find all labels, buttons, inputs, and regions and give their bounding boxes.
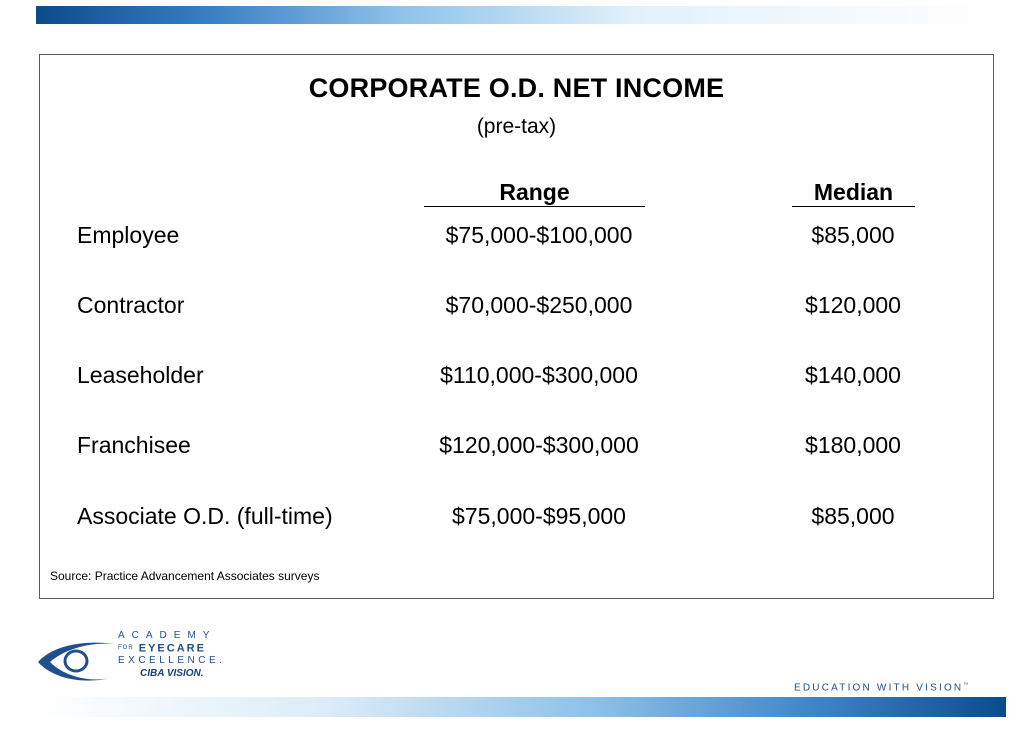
row-label: Leaseholder [77, 362, 204, 388]
row-label: Franchisee [77, 432, 191, 458]
source-note: Source: Practice Advancement Associates … [50, 569, 320, 583]
row-range: $70,000-$250,000 [445, 292, 633, 318]
logo-line-ciba: CIBA VISION. [140, 668, 204, 680]
income-table-panel: CORPORATE O.D. NET INCOME (pre-tax) Rang… [39, 54, 994, 599]
range-column-header: Range [424, 179, 645, 207]
eye-logo-icon [36, 638, 116, 687]
slide-subtitle: (pre-tax) [476, 115, 557, 138]
top-gradient-bar [36, 6, 1002, 24]
row-median: $120,000 [805, 292, 901, 318]
row-median: $85,000 [811, 222, 895, 248]
row-label: Contractor [77, 292, 185, 318]
table-row: Contractor $70,000-$250,000 $120,000 [40, 290, 993, 320]
bottom-gradient-bar [36, 697, 1006, 717]
row-median: $180,000 [805, 432, 901, 458]
table-row: Associate O.D. (full-time) $75,000-$95,0… [40, 501, 993, 531]
tagline: EDUCATION WITH VISION™ [794, 682, 968, 693]
logo-line-excellence: EXCELLENCE. [118, 655, 226, 667]
row-range: $110,000-$300,000 [440, 362, 638, 388]
row-median: $85,000 [811, 503, 895, 529]
table-row: Franchisee $120,000-$300,000 $180,000 [40, 430, 993, 460]
logo-line-academy: ACADEMY [118, 630, 217, 641]
median-column-header: Median [792, 179, 915, 207]
trademark-mark: ™ [963, 682, 969, 688]
logo-line-eyecare: FOR EYECARE [118, 642, 225, 655]
slide-title: CORPORATE O.D. NET INCOME [308, 73, 725, 103]
row-range: $120,000-$300,000 [439, 432, 639, 458]
row-label: Employee [77, 222, 180, 248]
table-row: Leaseholder $110,000-$300,000 $140,000 [40, 360, 993, 390]
row-median: $140,000 [805, 362, 901, 388]
academy-logo: ACADEMY FOR EYECARE EXCELLENCE. CIBA VIS… [36, 630, 236, 696]
logo-eyecare: EYECARE [138, 642, 206, 655]
table-row: Employee $75,000-$100,000 $85,000 [40, 220, 993, 250]
tagline-text: EDUCATION WITH VISION [794, 682, 964, 694]
row-range: $75,000-$95,000 [452, 503, 626, 529]
logo-wordmark: ACADEMY FOR EYECARE EXCELLENCE. CIBA VIS… [118, 630, 225, 681]
logo-for: FOR [118, 645, 134, 651]
row-label: Associate O.D. (full-time) [77, 503, 333, 529]
row-range: $75,000-$100,000 [445, 222, 633, 248]
